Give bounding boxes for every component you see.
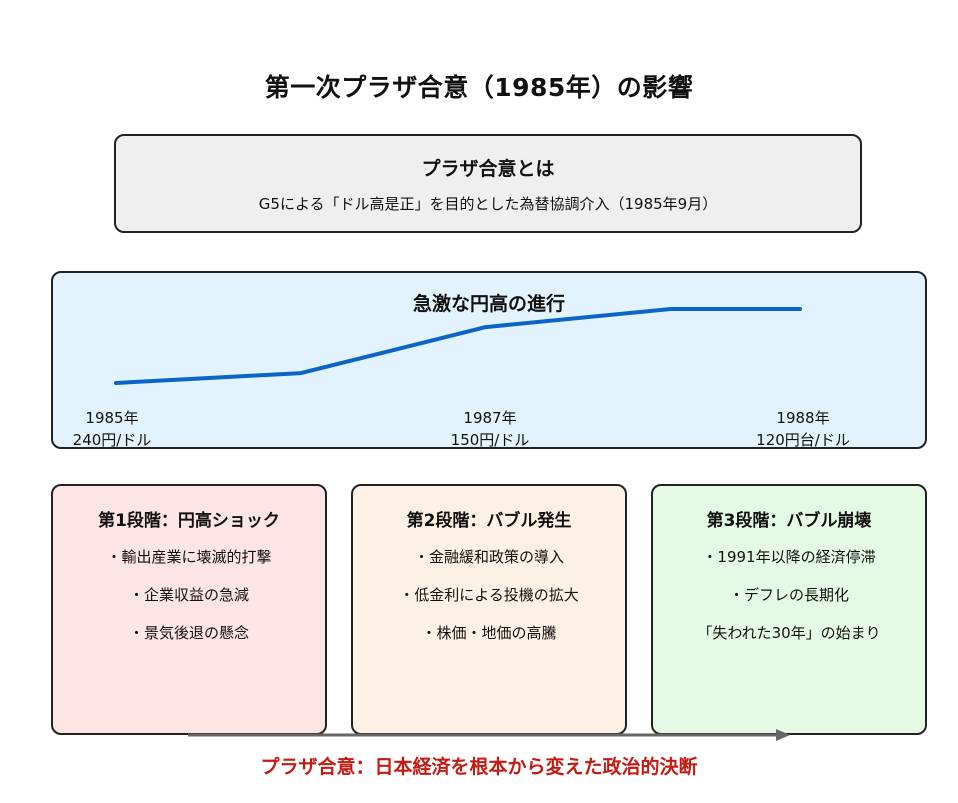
stage-item: ・景気後退の懸念 xyxy=(128,624,249,642)
trend-line xyxy=(114,307,802,385)
trend-rate-label: 120円台/ドル xyxy=(756,431,850,449)
stage-2-card: 第2段階：バブル発生 ・金融緩和政策の導入 ・低金利による投機の拡大 ・株価・地… xyxy=(351,484,627,735)
trend-rate-label: 150円/ドル xyxy=(450,431,530,449)
stage-item: ・株価・地価の高騰 xyxy=(421,624,557,642)
timeline-arrow-head xyxy=(776,729,790,741)
trend-label-1985: 1985年 240円/ドル xyxy=(42,407,182,451)
stage-1-card: 第1段階：円高ショック ・輸出産業に壊滅的打撃 ・企業収益の急減 ・景気後退の懸… xyxy=(51,484,327,735)
stage-heading: 第1段階：円高ショック xyxy=(98,511,280,531)
trend-rate-label: 240円/ドル xyxy=(72,431,152,449)
stage-item: ・企業収益の急減 xyxy=(128,586,249,604)
stage-item: ・1991年以降の経済停滞 xyxy=(702,548,876,566)
trend-label-1988: 1988年 120円台/ドル xyxy=(733,407,873,451)
stage-item: ・輸出産業に壊滅的打撃 xyxy=(106,548,272,566)
stage-item: ・デフレの長期化 xyxy=(728,586,849,604)
stage-item: ・低金利による投機の拡大 xyxy=(399,586,579,604)
yen-trend-box: 急激な円高の進行 1985年 240円/ドル 1987年 150円/ドル 198… xyxy=(51,271,927,449)
stage-item: 「失われた30年」の始まり xyxy=(697,624,881,642)
definition-heading: プラザ合意とは xyxy=(421,158,555,180)
trend-year-label: 1988年 xyxy=(776,409,830,427)
stage-heading: 第3段階：バブル崩壊 xyxy=(706,511,872,531)
stage-item: ・金融緩和政策の導入 xyxy=(413,548,564,566)
trend-year-label: 1987年 xyxy=(463,409,517,427)
definition-body: G5による「ドル高是正」を目的とした為替協調介入（1985年9月） xyxy=(258,195,718,213)
definition-box: プラザ合意とは G5による「ドル高是正」を目的とした為替協調介入（1985年9月… xyxy=(114,134,862,233)
trend-label-1987: 1987年 150円/ドル xyxy=(420,407,560,451)
trend-title: 急激な円高の進行 xyxy=(412,293,565,315)
page-title: 第一次プラザ合意（1985年）の影響 xyxy=(264,73,694,102)
stage-heading: 第2段階：バブル発生 xyxy=(406,511,572,531)
stage-3-card: 第3段階：バブル崩壊 ・1991年以降の経済停滞 ・デフレの長期化 「失われた3… xyxy=(651,484,927,735)
trend-year-label: 1985年 xyxy=(85,409,139,427)
conclusion-text: プラザ合意：日本経済を根本から変えた政治的決断 xyxy=(260,756,698,778)
